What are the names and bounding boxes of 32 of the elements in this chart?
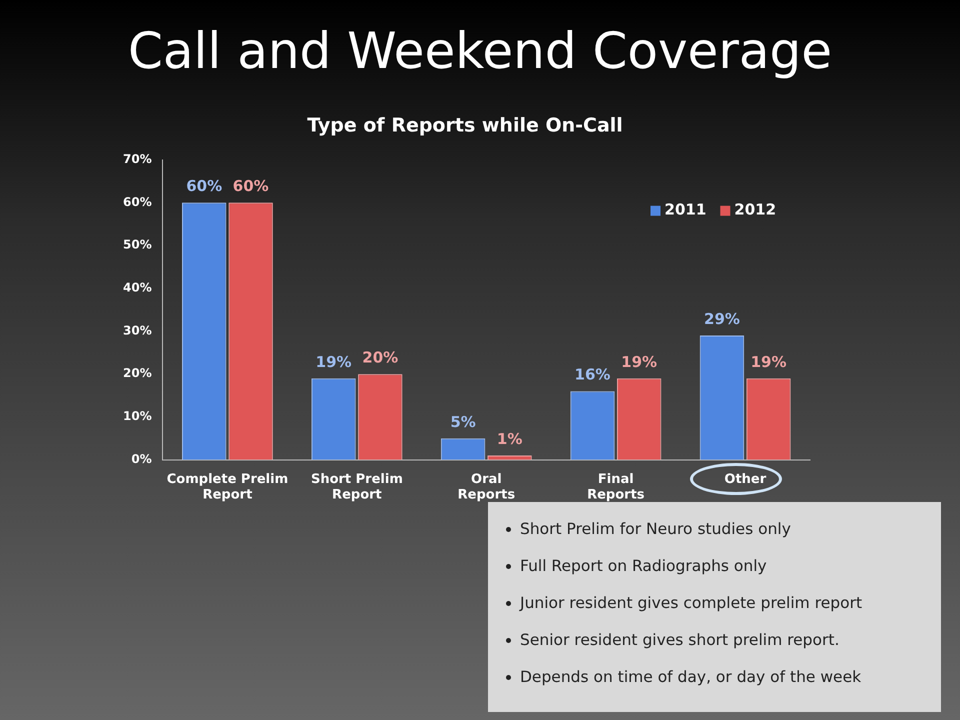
data-label: 19% bbox=[621, 352, 658, 371]
data-label: 60% bbox=[186, 177, 222, 196]
text: Short Prelim for Neuro studies only bbox=[520, 520, 791, 538]
chart-title: Call and Weekend Coverage bbox=[126, 22, 834, 80]
data-label: 60% bbox=[232, 177, 269, 196]
y-tick-label: 20% bbox=[122, 366, 152, 380]
text: Junior resident gives complete prelim report bbox=[520, 594, 862, 612]
data-label: 29% bbox=[704, 310, 740, 328]
y-tick-label: 60% bbox=[122, 194, 152, 209]
y-tick-label: 30% bbox=[122, 323, 152, 338]
y-tick-label: 40% bbox=[122, 280, 152, 294]
text: Depends on time of day, or day of the week bbox=[520, 668, 862, 686]
data-label: 5% bbox=[450, 412, 476, 431]
x-tick-label: Oral Reports bbox=[458, 472, 516, 503]
text: Full Report on Radiographs only bbox=[520, 557, 767, 575]
legend-label: 2011 bbox=[664, 200, 706, 219]
data-label: 19% bbox=[750, 352, 787, 371]
text: Senior resident gives short prelim report. bbox=[520, 631, 840, 649]
chart-subtitle: Type of Reports while On-Call bbox=[307, 114, 623, 136]
y-tick-label: 0% bbox=[131, 452, 152, 466]
y-tick-label: 50% bbox=[122, 238, 152, 252]
y-tick-label: 70% bbox=[122, 152, 152, 166]
y-tick-label: 10% bbox=[122, 409, 152, 424]
x-tick-label: Final Reports bbox=[587, 472, 645, 503]
data-label: 19% bbox=[316, 352, 352, 371]
data-label: 20% bbox=[362, 348, 398, 366]
x-tick-label: Complete Prelim Report bbox=[166, 472, 288, 503]
legend-label: 2012 bbox=[734, 200, 776, 219]
data-label: 1% bbox=[496, 430, 522, 448]
data-label: 16% bbox=[574, 366, 610, 384]
x-tick-label: Other bbox=[724, 472, 767, 487]
x-tick-label: Short Prelim Report bbox=[310, 472, 403, 503]
